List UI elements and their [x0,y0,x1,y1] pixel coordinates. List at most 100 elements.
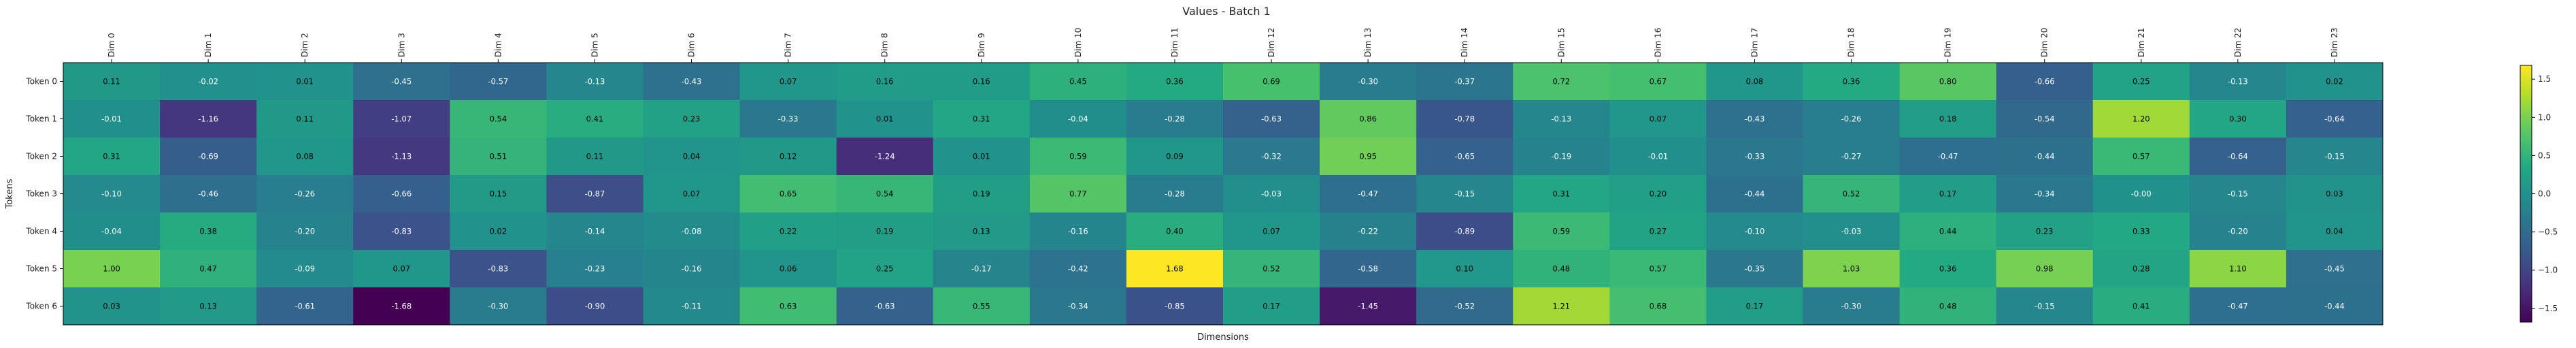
heatmap-cell [160,175,257,213]
cell-value-label: 0.20 [1650,189,1667,199]
cell-value-label: -0.20 [2228,227,2248,236]
cell-value-label: 0.55 [973,302,990,311]
cell-value-label: 0.07 [392,264,410,274]
heatmap-cell [1996,138,2094,176]
cell-value-label: 0.41 [586,114,604,124]
heatmap-cell [256,175,354,213]
heatmap-cell [160,250,257,288]
y-tick-label: Token 1 [25,114,57,124]
cell-value-label: -0.10 [1745,227,1765,236]
cell-value-label: -0.45 [391,77,412,86]
cell-value-label: -0.08 [682,227,702,236]
cell-value-label: -0.64 [2324,114,2345,124]
x-tick-label: Dim 20 [2040,28,2050,57]
cell-value-label: -0.69 [198,152,218,161]
cell-value-label: 0.67 [1650,77,1667,86]
heatmap-cell [1803,212,1901,251]
cell-value-label: -0.15 [1454,189,1475,199]
heatmap-cell [2189,287,2287,326]
cell-value-label: 0.59 [1552,227,1570,236]
cell-value-label: -1.45 [1358,302,1378,311]
cell-value-label: 0.15 [490,189,507,199]
colorbar-ticks: 1.5 1.0 0.5 0.0 −0.5 −1.0 −1.5 [2532,74,2558,313]
cell-value-label: -0.87 [585,189,605,199]
heatmap-cell [546,212,643,251]
x-tick-label: Dim 15 [1556,28,1566,57]
cell-value-label: 1.00 [103,264,120,274]
heatmap-cell [1223,100,1320,138]
cell-value-label: 0.01 [973,152,990,161]
cell-value-label: 0.07 [1650,114,1667,124]
cell-value-label: 0.54 [876,189,894,199]
heatmap-cell [1899,63,1997,101]
cell-value-label: -0.83 [488,264,508,274]
heatmap-cell [1126,175,1224,213]
cell-value-label: -0.03 [1261,189,1282,199]
x-tick-label: Dim 3 [397,33,406,57]
cell-value-label: -0.58 [1358,264,1378,274]
heatmap-cell [933,63,1031,101]
heatmap-cell [1029,287,1127,326]
x-tick-label: Dim 2 [300,33,310,57]
heatmap-cell [739,100,837,138]
cell-value-label: 0.45 [1069,77,1087,86]
cell-value-label: 0.80 [1939,77,1957,86]
heatmap-cell [1803,100,1901,138]
cell-value-label: -0.13 [1551,114,1571,124]
heatmap-cell [1899,287,1997,326]
heatmap-cell [1513,287,1610,326]
cell-value-label: -0.44 [2035,152,2055,161]
heatmap-cell [1223,212,1320,251]
heatmap-cell [1223,175,1320,213]
heatmap-cell [1416,100,1513,138]
cell-value-label: 1.68 [1166,264,1184,274]
heatmap-cell [1609,100,1707,138]
x-axis-ticks: Dim 0 Dim 1 Dim 2 Dim 3 Dim 4 Dim 5 Dim 6 Dim 7… [107,28,2339,63]
heatmap-cell [1609,63,1707,101]
cell-value-label: -0.66 [2035,77,2055,86]
heatmap-cell [836,100,934,138]
heatmap-cell [353,138,450,176]
colorbar-tick-label: 1.0 [2538,112,2551,122]
heatmap-cell [643,100,741,138]
heatmap-cell [1899,212,1997,251]
heatmap-cell [1609,287,1707,326]
heatmap-cell [546,100,643,138]
heatmap-cell [1416,212,1513,251]
cell-value-label: 0.41 [2132,302,2150,311]
cell-value-label: 0.31 [973,114,990,124]
heatmap-cell [933,138,1031,176]
heatmap-cell [160,287,257,326]
cell-value-label: 0.47 [199,264,217,274]
y-tick-label: Token 5 [25,264,57,274]
cell-value-label: -0.13 [2228,77,2248,86]
x-tick-label: Dim 17 [1750,28,1759,57]
heatmap-cell [1320,100,1417,138]
cell-value-label: -0.03 [1841,227,1862,236]
cell-value-label: -0.19 [1551,152,1571,161]
heatmap-cell [2189,250,2287,288]
heatmap-cell [1996,175,2094,213]
chart-title: Values - Batch 1 [1182,5,1270,18]
cell-value-label: -0.26 [295,189,315,199]
heatmap-cell [1416,175,1513,213]
heatmap-cell [933,212,1031,251]
cell-value-label: 0.69 [1262,77,1280,86]
heatmap-cell [1126,287,1224,326]
heatmap-cell [353,287,450,326]
heatmap-cell [836,212,934,251]
cell-value-label: -0.46 [198,189,218,199]
cell-value-label: 0.40 [1166,227,1184,236]
heatmap-cell [739,212,837,251]
heatmap-cell [1416,63,1513,101]
cell-value-label: 0.31 [1552,189,1570,199]
y-tick-label: Token 4 [25,227,57,236]
cell-value-label: -0.63 [1261,114,1282,124]
cell-value-label: 0.38 [199,227,217,236]
heatmap-cell [643,175,741,213]
heatmap-cell [1223,63,1320,101]
heatmap-cell [450,100,547,138]
cell-value-label: -1.16 [198,114,218,124]
heatmap-cell [1609,138,1707,176]
cell-value-label: 0.02 [2326,77,2343,86]
